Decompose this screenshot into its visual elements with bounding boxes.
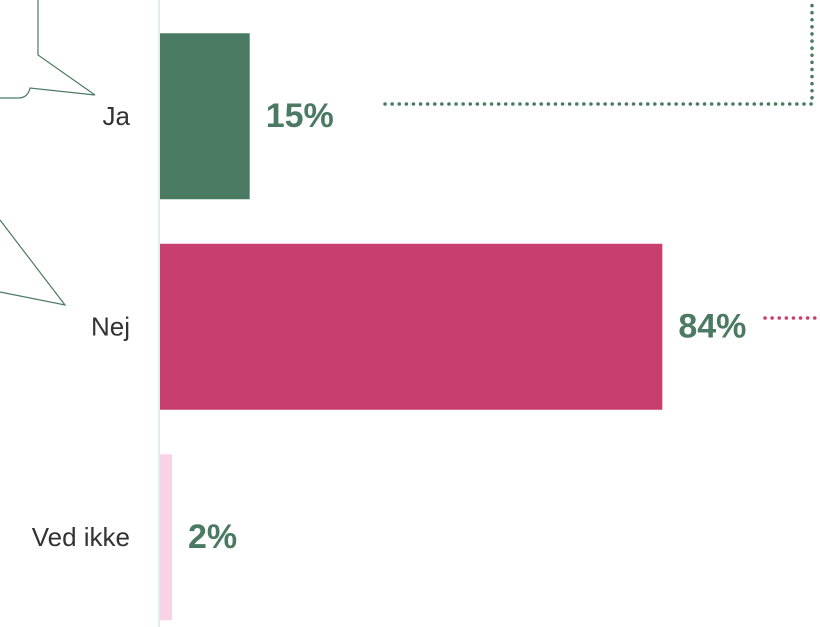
category-label: Ja [103, 101, 131, 131]
value-label: 15% [266, 97, 334, 135]
bar [160, 243, 663, 410]
value-label: 2% [188, 518, 237, 556]
category-label: Nej [91, 312, 130, 342]
category-label: Ved ikke [32, 522, 130, 552]
callout-bubble [0, 219, 67, 306]
callout-bubble [0, 0, 96, 99]
value-label: 84% [678, 308, 746, 346]
connector-line [383, 0, 814, 106]
bar [160, 454, 172, 621]
bar [160, 33, 250, 200]
